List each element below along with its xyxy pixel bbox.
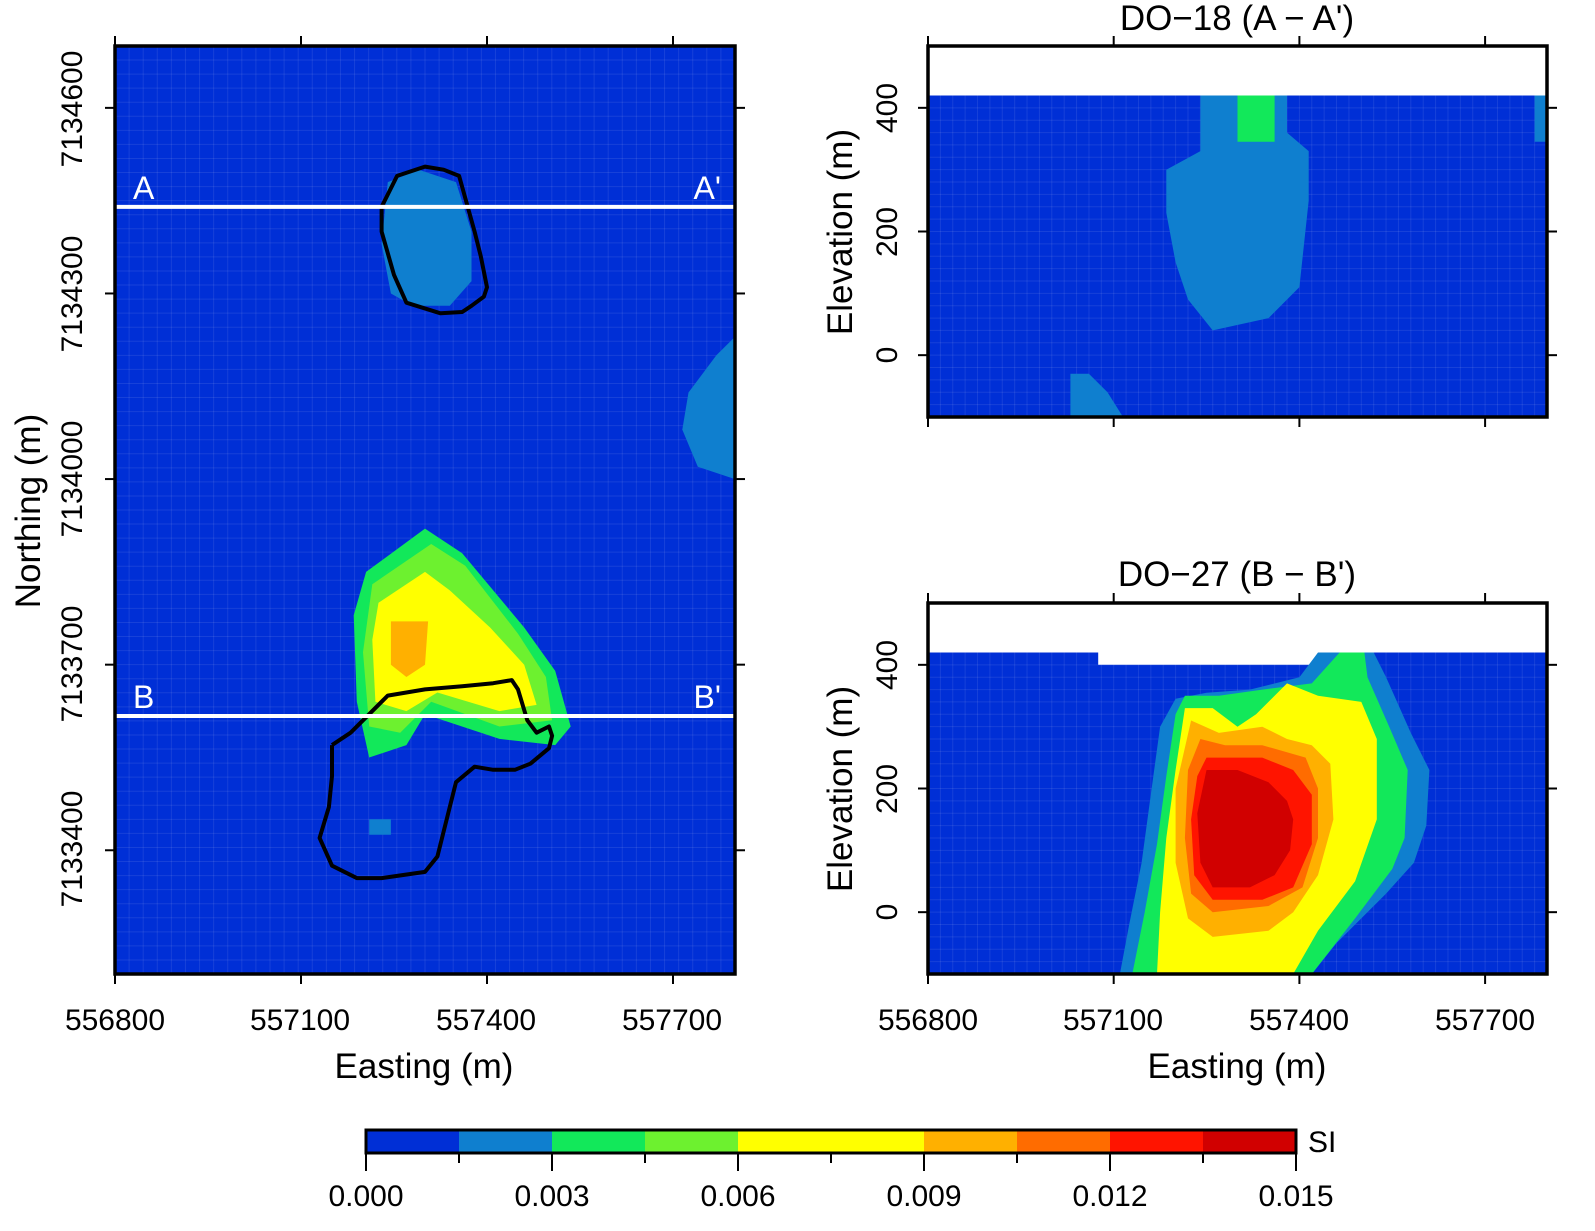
- colorbar-segment: [1017, 1130, 1110, 1153]
- section-a-anomalies: [1070, 95, 1547, 417]
- plan-xtick-label-557400: 557400: [436, 1004, 536, 1037]
- colorbar-ticks: [365, 1153, 1297, 1171]
- anomaly-small-south-anomaly: [369, 819, 391, 835]
- plan-xtick-label-556800: 556800: [65, 1004, 165, 1037]
- section-label-b-start: B: [133, 679, 154, 715]
- plan-yaxis-title: Northing (m): [9, 414, 48, 608]
- colorbar-tick-label-0.000: 0.000: [328, 1180, 403, 1213]
- anomaly-east-edge-anomaly: [682, 336, 735, 480]
- colorbar-tick-label-0.006: 0.006: [700, 1180, 775, 1213]
- section-a-ytick-label-400: 400: [871, 83, 904, 133]
- section-b-anomalies: [1119, 652, 1430, 974]
- colorbar-tick-label-0.012: 0.012: [1072, 1180, 1147, 1213]
- colorbar-segment: [1110, 1130, 1203, 1153]
- anomaly-central-anomaly-orange: [390, 621, 429, 677]
- section-b-xtick-label-556800: 556800: [878, 1004, 978, 1037]
- section-b-ytick-label-200: 200: [871, 764, 904, 814]
- section-a-ticks: [918, 36, 1557, 427]
- colorbar-segments: [366, 1130, 1296, 1153]
- colorbar-unit: SI: [1308, 1126, 1336, 1159]
- plan-view-ticks: [105, 36, 745, 984]
- south-outline: [317, 678, 555, 881]
- section-b-xtick-label-557100: 557100: [1063, 1004, 1163, 1037]
- anomaly-central-anomaly-yellow: [372, 571, 537, 712]
- colorbar-tick-label-0.015: 0.015: [1258, 1180, 1333, 1213]
- anomaly-right-edge: [1534, 95, 1547, 142]
- section-b-ytick-label-400: 400: [871, 640, 904, 690]
- colorbar-segment: [459, 1130, 552, 1153]
- anomaly-dark-red-core: [1197, 770, 1294, 888]
- section-b-yaxis-title: Elevation (m): [821, 686, 860, 892]
- anomaly-green-top: [1237, 95, 1275, 142]
- colorbar-segment: [1203, 1130, 1296, 1153]
- colorbar-segment: [552, 1130, 645, 1153]
- anomaly-main-body: [1166, 95, 1309, 331]
- section-b-title: DO−27 (B − B'): [1118, 555, 1356, 594]
- section-b-ticks: [918, 593, 1557, 984]
- colorbar-segment: [645, 1130, 738, 1153]
- section-a-ytick-label-0: 0: [871, 347, 904, 364]
- plan-ytick-label-7134600: 7134600: [56, 51, 89, 168]
- section-a-yaxis-title: Elevation (m): [821, 129, 860, 335]
- plan-ytick-label-7134000: 7134000: [56, 421, 89, 538]
- plan-view-anomalies: [353, 169, 735, 835]
- plan-ytick-label-7133400: 7133400: [56, 791, 89, 908]
- section-b-panel: DO−27 (B − B') 556800 557100 557400 5577…: [821, 555, 1557, 1086]
- section-a-title: DO−18 (A − A'): [1120, 0, 1354, 38]
- plan-xtick-label-557100: 557100: [250, 1004, 350, 1037]
- colorbar-tick-label-0.009: 0.009: [886, 1180, 961, 1213]
- plan-ytick-label-7134300: 7134300: [56, 236, 89, 353]
- plan-xtick-label-557700: 557700: [622, 1004, 722, 1037]
- section-b-xaxis-title: Easting (m): [1148, 1047, 1327, 1086]
- section-b-ytick-label-0: 0: [871, 904, 904, 921]
- section-label-b-end: B': [694, 679, 721, 715]
- colorbar-segment: [924, 1130, 1017, 1153]
- colorbar-segment: [738, 1130, 924, 1153]
- north-outline: [379, 164, 489, 316]
- plan-xaxis-title: Easting (m): [335, 1047, 514, 1086]
- section-b-xtick-label-557400: 557400: [1249, 1004, 1349, 1037]
- section-label-a-end: A': [694, 170, 721, 206]
- plan-view-frame: [113, 44, 737, 976]
- section-a-ytick-label-200: 200: [871, 207, 904, 257]
- section-a-panel: DO−18 (A − A') 0 200 400 Elevation (m): [821, 0, 1557, 427]
- anomaly-north-anomaly: [381, 169, 472, 306]
- colorbar-segment: [366, 1130, 459, 1153]
- plan-view-panel: A A' B B' 556800 557100 557400 557700 Ea…: [9, 36, 745, 1086]
- section-b-xtick-label-557700: 557700: [1435, 1004, 1535, 1037]
- colorbar: SI 0.000 0.003 0.006 0.009 0.012 0.015: [328, 1126, 1336, 1213]
- colorbar-tick-label-0.003: 0.003: [514, 1180, 589, 1213]
- plan-view-outlines: [317, 164, 555, 881]
- plan-ytick-label-7133700: 7133700: [56, 606, 89, 723]
- anomaly-bottom-left: [1070, 373, 1123, 417]
- section-label-a-start: A: [133, 170, 155, 206]
- plan-view-grid: [115, 46, 735, 974]
